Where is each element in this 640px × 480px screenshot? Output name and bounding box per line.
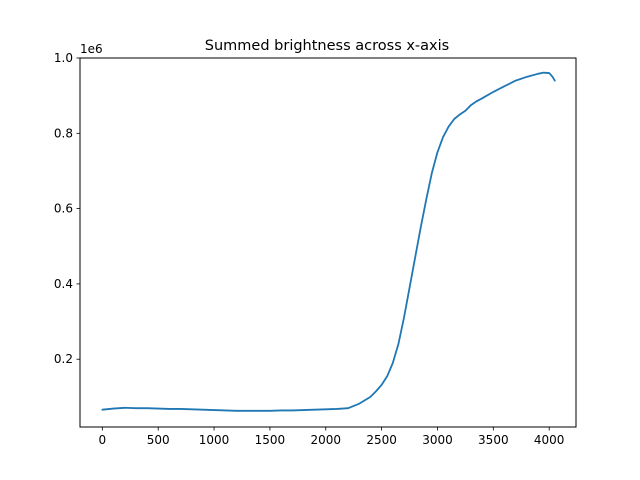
- x-tick-label: 2000: [310, 433, 341, 447]
- y-offset-label: 1e6: [80, 42, 103, 56]
- x-tick-label: 2500: [366, 433, 397, 447]
- y-tick-label: 1.0: [54, 51, 73, 65]
- y-tick-label: 0.2: [54, 352, 73, 366]
- axes-frame: [79, 57, 577, 428]
- x-tick-label: 1000: [199, 433, 230, 447]
- x-axis: 0 500 1000 1500 2000 2500 3000 3500 4000: [99, 427, 565, 447]
- y-axis: 0.2 0.4 0.6 0.8 1.0: [54, 51, 80, 366]
- y-tick-label: 0.6: [54, 202, 73, 216]
- x-tick-label: 4000: [534, 433, 565, 447]
- y-tick-label: 0.4: [54, 277, 73, 291]
- y-tick-label: 0.8: [54, 126, 73, 140]
- plot-area: [101, 71, 556, 412]
- series-line-0: [101, 71, 556, 412]
- x-tick-label: 500: [147, 433, 170, 447]
- x-tick-label: 3500: [478, 433, 509, 447]
- chart-title: Summed brightness across x-axis: [205, 38, 449, 54]
- x-tick-label: 3000: [422, 433, 453, 447]
- x-tick-label: 0: [99, 433, 107, 447]
- x-tick-label: 1500: [255, 433, 286, 447]
